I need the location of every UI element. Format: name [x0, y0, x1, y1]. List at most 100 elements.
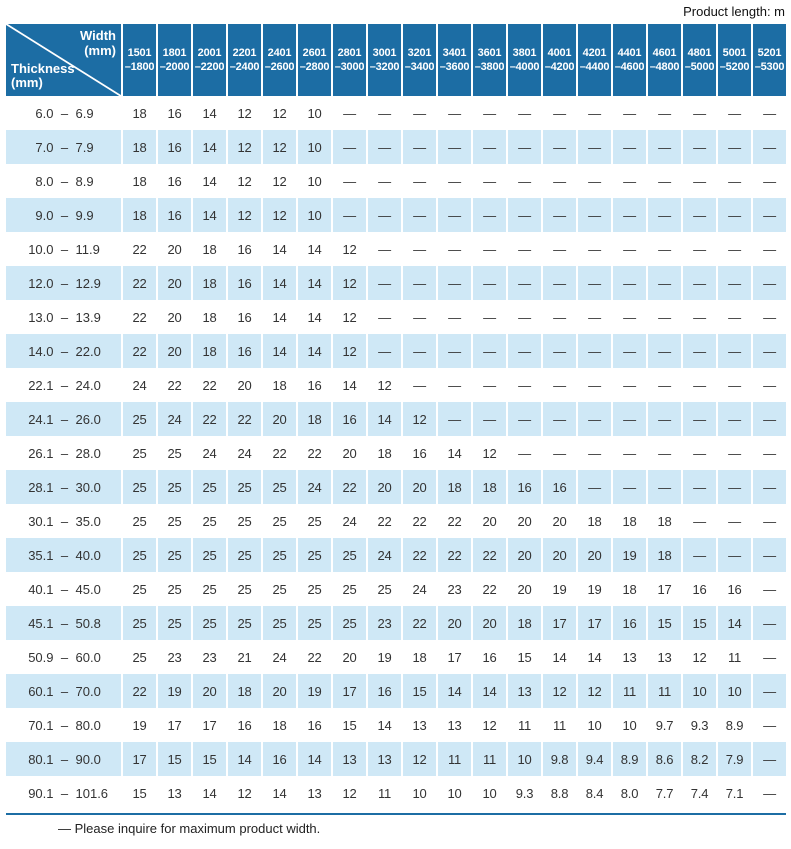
- product-length-value-cell: 10: [307, 105, 322, 121]
- product-length-value-cell: 14: [298, 334, 331, 368]
- product-length-value-cell: 12: [228, 198, 261, 232]
- product-length-value-cell: 25: [158, 470, 191, 504]
- thickness-range-cell: 90.1–101.6: [6, 776, 121, 810]
- product-length-value-cell: —: [508, 334, 541, 368]
- thickness-min: 26.1: [28, 445, 54, 461]
- thickness-range-cell: 28.1–30.0: [6, 470, 121, 504]
- product-length-value-cell: 24: [342, 513, 357, 529]
- product-length-value-cell: 18: [587, 513, 602, 529]
- product-length-value-cell: —: [648, 334, 681, 368]
- thickness-range-separator: –: [60, 751, 69, 767]
- product-length-value-cell: 14: [307, 309, 322, 325]
- thickness-range-separator: –: [60, 683, 69, 699]
- product-length-value-cell: 16: [228, 334, 261, 368]
- product-length-value-cell: 16: [727, 581, 742, 597]
- product-length-value-cell: 20: [403, 470, 436, 504]
- product-length-value-cell: 14: [377, 717, 392, 733]
- width-range-from: 5001: [722, 46, 747, 59]
- product-length-value-cell: 14: [193, 130, 226, 164]
- product-length-value-cell: 16: [543, 470, 576, 504]
- product-length-value-cell: —: [518, 445, 531, 461]
- product-length-unit-note: Product length: m: [683, 4, 785, 19]
- thickness-range-separator: –: [60, 309, 69, 325]
- product-length-value-cell: 22: [167, 377, 182, 393]
- product-length-value-cell: 12: [403, 402, 436, 436]
- product-length-value-cell: —: [483, 173, 496, 189]
- product-length-value-cell: 9.7: [655, 717, 674, 733]
- product-length-value-cell: —: [658, 445, 671, 461]
- product-length-value-cell: —: [648, 402, 681, 436]
- product-length-value-cell: 24: [237, 445, 252, 461]
- product-length-value-cell: 18: [272, 717, 287, 733]
- product-length-value-cell: 22: [333, 470, 366, 504]
- thickness-range-separator: –: [60, 105, 69, 121]
- product-length-value-cell: 15: [403, 674, 436, 708]
- product-length-value-cell: 10: [683, 674, 716, 708]
- thickness-min: 14.0: [28, 343, 54, 359]
- product-length-value-cell: 18: [272, 377, 287, 393]
- product-length-value-cell: 8.2: [683, 742, 716, 776]
- product-length-value-cell: —: [613, 402, 646, 436]
- thickness-range-separator: –: [60, 241, 69, 257]
- width-range-header-cell: 2601 –2800: [298, 24, 331, 96]
- product-length-value-cell: —: [403, 198, 436, 232]
- product-length-table: Width (mm) Thickness (mm) 1501 –1800 1801–…: [6, 24, 786, 810]
- width-range-from: 3601: [477, 46, 502, 59]
- thickness-range-cell: 35.1–40.0: [6, 538, 121, 572]
- product-length-value-cell: 18: [132, 173, 147, 189]
- width-range-from: 3401: [442, 46, 467, 59]
- product-length-value-cell: —: [753, 334, 786, 368]
- product-length-value-cell: 14: [342, 377, 357, 393]
- table-corner-cell: Width (mm) Thickness (mm): [6, 24, 121, 96]
- thickness-range-separator: –: [60, 649, 69, 665]
- product-length-value-cell: 25: [342, 581, 357, 597]
- width-range-to: –1800: [124, 61, 155, 73]
- product-length-value-cell: —: [718, 334, 751, 368]
- width-range-header-cell: 4001 –4200: [543, 24, 576, 96]
- product-length-value-cell: 11: [613, 674, 646, 708]
- width-range-to: –3600: [439, 61, 470, 73]
- product-length-value-cell: —: [683, 266, 716, 300]
- product-length-value-cell: 12: [342, 785, 357, 801]
- product-length-value-cell: —: [343, 105, 356, 121]
- product-length-value-cell: —: [368, 130, 401, 164]
- product-length-value-cell: 12: [333, 334, 366, 368]
- product-length-value-cell: 14: [202, 785, 217, 801]
- footer-divider-line: [6, 813, 786, 815]
- product-length-value-cell: —: [448, 377, 461, 393]
- product-length-value-cell: —: [763, 785, 776, 801]
- product-length-value-cell: 22: [482, 581, 497, 597]
- product-length-value-cell: 16: [482, 649, 497, 665]
- product-length-value-cell: —: [693, 377, 706, 393]
- product-length-value-cell: —: [753, 198, 786, 232]
- product-length-value-cell: 13: [508, 674, 541, 708]
- product-length-value-cell: 10: [307, 173, 322, 189]
- product-length-value-cell: —: [753, 130, 786, 164]
- product-length-value-cell: —: [543, 198, 576, 232]
- product-length-value-cell: 20: [517, 513, 532, 529]
- product-length-value-cell: —: [693, 105, 706, 121]
- product-length-value-cell: 7.7: [655, 785, 674, 801]
- product-length-value-cell: 11: [473, 742, 506, 776]
- product-length-value-cell: —: [508, 198, 541, 232]
- product-length-value-cell: —: [613, 198, 646, 232]
- product-length-value-cell: 20: [193, 674, 226, 708]
- product-length-value-cell: —: [413, 377, 426, 393]
- product-length-value-cell: 25: [132, 445, 147, 461]
- product-length-value-cell: —: [518, 105, 531, 121]
- product-length-value-cell: —: [378, 309, 391, 325]
- product-length-value-cell: —: [553, 309, 566, 325]
- product-length-value-cell: 9.3: [690, 717, 709, 733]
- product-length-value-cell: 15: [648, 606, 681, 640]
- width-range-from: 4001: [547, 46, 572, 59]
- product-length-value-cell: —: [623, 173, 636, 189]
- product-length-value-cell: 10: [718, 674, 751, 708]
- product-length-value-cell: 14: [298, 266, 331, 300]
- width-range-from: 2801: [337, 46, 362, 59]
- product-length-value-cell: 14: [447, 445, 462, 461]
- product-length-value-cell: 12: [263, 198, 296, 232]
- product-length-value-cell: —: [728, 377, 741, 393]
- thickness-range-cell: 24.1–26.0: [6, 402, 121, 436]
- product-length-value-cell: 22: [123, 674, 156, 708]
